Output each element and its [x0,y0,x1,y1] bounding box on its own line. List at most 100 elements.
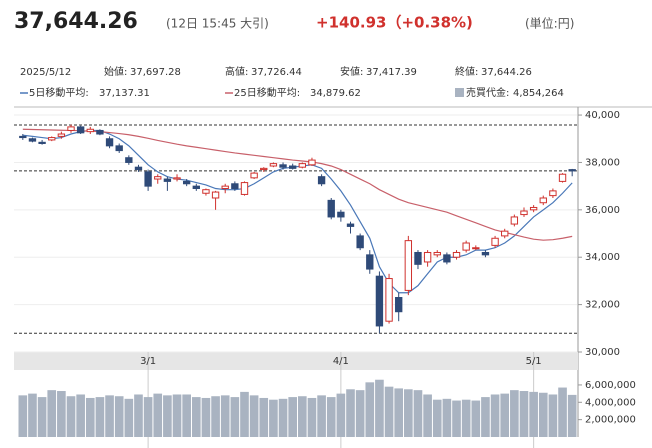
candle-body [240,182,249,195]
legend-swatch [455,88,464,97]
candle-body [115,145,123,152]
volume-bar [404,389,413,437]
volume-bar [240,391,249,437]
info-value: 37,417.39 [366,67,417,78]
candle-body [346,223,355,227]
candle-body [57,133,66,137]
volume-bar [191,397,201,437]
y-tick-label: 4,000,000 [585,397,636,408]
candle-body [144,171,152,187]
volume-bar [326,397,336,437]
x-tick-label: 4/1 [333,356,349,367]
volume-bar [442,398,452,437]
volume-bar [95,397,105,437]
volume-bar [471,400,481,437]
unit: (単位:円) [525,16,574,31]
volume-bar [66,396,76,437]
volume-bar [336,393,346,437]
volume-bar [413,390,423,437]
y-tick-label: 36,000 [585,205,620,216]
volume-bar [519,391,529,437]
volume-bar [298,396,307,437]
volume-bar [423,394,432,437]
x-tick-label: 3/1 [140,356,156,367]
volume-bar [114,396,124,437]
candle-body [481,251,490,256]
candle-body [327,199,335,218]
candle-body [317,176,326,185]
candle-body [211,191,220,199]
candle-body [163,178,172,182]
candle-body [404,240,413,291]
candle-body [539,197,547,204]
info-label: 高値: [225,65,248,78]
candle-body [298,163,306,168]
price: 37,644.26 [14,9,138,34]
candle-body [269,163,278,167]
volume-bar [18,395,28,437]
volume-bar [432,399,442,437]
candle-body [76,126,85,134]
volume-bar [172,394,182,437]
volume-bar [548,394,558,437]
date: 2025/5/12 [20,67,71,78]
info-label: 安値: [340,65,363,78]
candle-body [414,251,422,265]
volume-bar [124,398,134,437]
candle-body [501,230,509,237]
volume-bar [529,391,538,437]
volume-bar [220,395,230,437]
volume-bar [461,399,471,437]
volume-bar [317,395,326,437]
candle-body [67,126,75,131]
candle-body [568,169,576,172]
volume-bar [346,389,355,437]
volume-bar [134,394,143,437]
candle-body [337,211,345,218]
volume-bar [201,397,211,437]
moving-average [22,129,573,294]
candle-body [510,216,519,225]
y-tick-label: 6,000,000 [585,380,636,391]
volume-bar [394,388,404,437]
candle-body [28,138,37,142]
volume-bar [249,395,259,437]
candle-body [231,183,239,190]
candle-body [472,247,480,250]
volume-bar [76,394,85,437]
candle-body [423,251,432,263]
candle-body [308,159,316,166]
legend-value: 34,879.62 [310,88,361,99]
candle-body [154,176,162,180]
candle-body [520,210,528,216]
moving-average [22,128,573,241]
y-tick-label: 40,000 [585,110,620,121]
legend-label: 売買代金: [466,86,509,99]
volume-bar [452,400,461,437]
candle-body [375,275,384,327]
legend-value: 4,854,264 [513,88,564,99]
volume-bar [230,397,240,437]
candle-body [192,185,200,190]
volume-bar [278,398,288,437]
candle-body [125,157,133,163]
candle-body [279,164,287,168]
candle-body [289,165,297,169]
volume-bar [85,397,95,437]
candle-body [452,251,461,258]
volume-bar [37,397,47,437]
candle-body [433,251,441,256]
candle-body [221,185,229,190]
candle-body [529,206,538,211]
candle-body [260,167,268,171]
volume-bar [288,397,297,437]
info-value: 37,644.26 [481,67,532,78]
volume-bar [490,394,500,437]
volume-bar [153,393,163,437]
volume-bar [365,382,375,437]
volume-bar [355,390,365,437]
candle-body [385,278,393,322]
volume-bar [567,394,577,437]
candle-body [549,190,557,197]
